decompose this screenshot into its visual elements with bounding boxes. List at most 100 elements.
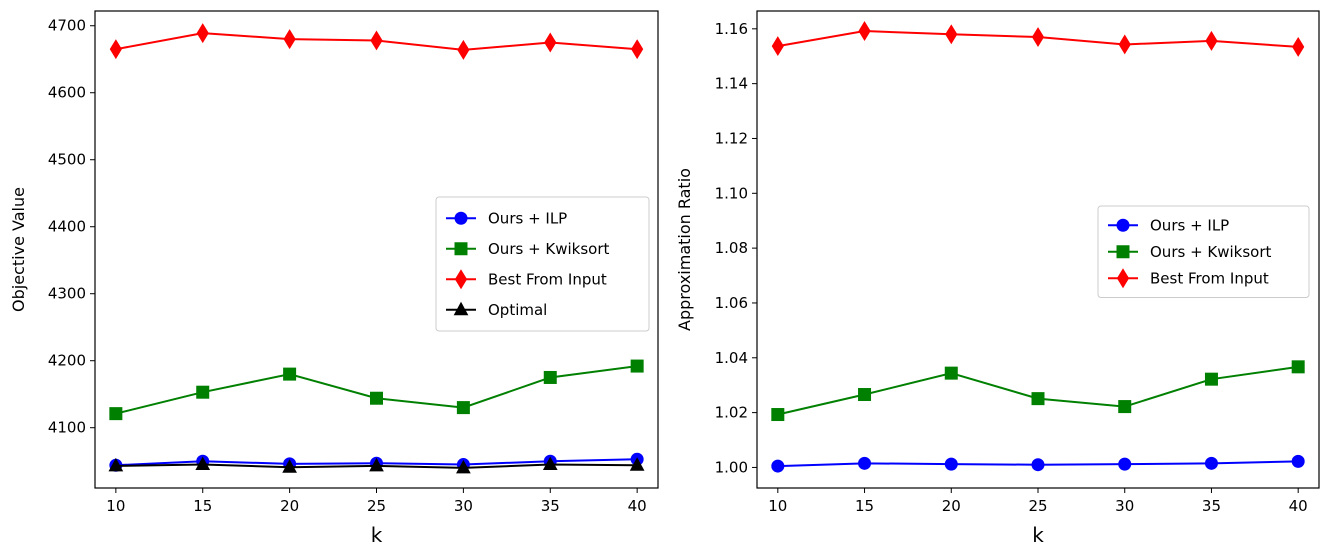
series-best-from-input	[109, 23, 644, 60]
data-point	[544, 32, 557, 53]
series-ours-kwiksort	[771, 360, 1305, 422]
x-tick-label: 10	[106, 497, 125, 515]
legend-label: Best From Input	[1150, 269, 1269, 287]
data-point	[631, 39, 644, 60]
data-point	[629, 457, 645, 471]
legend-entry: Ours + Kwiksort	[1108, 243, 1272, 261]
y-axis-label: Objective Value	[9, 187, 28, 312]
data-point	[457, 39, 470, 60]
y-tick-label: 1.00	[715, 458, 748, 476]
y-tick-label: 4300	[48, 285, 86, 303]
data-point	[944, 366, 958, 380]
x-tick-label: 25	[1028, 497, 1047, 515]
x-tick-label: 20	[280, 497, 299, 515]
y-tick-label: 4600	[48, 84, 86, 102]
legend-marker	[454, 242, 468, 256]
x-tick-label: 15	[193, 497, 212, 515]
data-point	[1291, 360, 1305, 374]
y-tick-label: 4700	[48, 17, 86, 35]
data-point	[1118, 34, 1131, 55]
series-ours-kwiksort	[109, 359, 644, 421]
data-point	[630, 359, 644, 373]
y-tick-label: 1.16	[715, 20, 748, 38]
x-tick-label: 30	[1115, 497, 1134, 515]
data-point	[945, 24, 958, 45]
legend: Ours + ILP Ours + Kwiksort Best From Input	[1097, 205, 1310, 298]
y-tick-label: 1.12	[715, 129, 748, 147]
data-point	[370, 391, 383, 405]
series-ours-ilp	[771, 454, 1305, 473]
data-point	[771, 36, 784, 57]
x-tick-label: 25	[367, 497, 386, 515]
legend: Ours + ILP Ours + Kwiksort Best From Input…	[435, 196, 650, 332]
legend-marker	[454, 211, 468, 225]
data-point	[858, 388, 872, 402]
legend-label: Ours + Kwiksort	[488, 240, 610, 258]
legend-label: Optimal	[488, 301, 547, 319]
y-tick-label: 1.14	[715, 75, 748, 93]
x-axis-label: k	[371, 523, 383, 547]
series-best-from-input	[771, 21, 1305, 57]
x-tick-label: 35	[1202, 497, 1221, 515]
legend-entry: Best From Input	[446, 269, 607, 290]
data-point	[369, 457, 384, 472]
data-point	[542, 456, 558, 471]
x-tick-label: 30	[454, 497, 473, 515]
legend-entry: Ours + Kwiksort	[446, 240, 610, 258]
x-tick-label: 35	[541, 497, 560, 515]
legend-marker	[1116, 245, 1130, 259]
data-point	[1118, 457, 1132, 471]
legend-entry: Ours + ILP	[1108, 216, 1229, 234]
x-axis-label: k	[1032, 523, 1044, 547]
y-tick-label: 1.10	[715, 184, 748, 202]
x-tick-label: 20	[942, 497, 961, 515]
data-point	[282, 459, 297, 473]
legend-entry: Best From Input	[1108, 268, 1269, 289]
x-tick-label: 15	[855, 497, 874, 515]
y-tick-label: 4400	[48, 218, 86, 236]
legend-box	[1097, 205, 1310, 298]
x-tick-label: 40	[1289, 497, 1308, 515]
data-point	[858, 21, 871, 41]
legend-label: Ours + ILP	[1150, 216, 1229, 234]
data-point	[109, 407, 123, 421]
y-tick-label: 4100	[48, 419, 86, 437]
data-point	[283, 367, 297, 381]
legend-marker	[454, 269, 468, 290]
objective-value-chart: 10 15 20 25 30 35 40 4100 4200 4300 4400 4500 4600 47…	[9, 10, 659, 547]
data-point	[1031, 392, 1045, 406]
data-point	[1118, 400, 1132, 414]
data-point	[370, 30, 383, 51]
approximation-ratio-chart: 10 15 20 25 30 35 40 1.00 1.02 1.04 1.06 1.08 1.10 1.…	[675, 10, 1320, 547]
data-point	[1291, 454, 1305, 468]
data-point	[858, 456, 872, 470]
series-line	[777, 365, 1299, 416]
data-point	[456, 459, 471, 474]
y-tick-label: 1.08	[715, 239, 748, 257]
legend-label: Ours + ILP	[488, 209, 567, 227]
y-axis-label: Approximation Ratio	[675, 168, 694, 331]
x-tick-label: 10	[768, 497, 787, 515]
data-point	[1031, 458, 1045, 472]
legend-label: Best From Input	[488, 270, 607, 288]
data-point	[109, 39, 122, 60]
data-point	[283, 29, 296, 50]
legend-entry: Optimal	[446, 301, 547, 319]
data-point	[196, 23, 209, 44]
data-point	[543, 370, 557, 384]
series-line	[115, 365, 638, 415]
data-point	[108, 457, 124, 472]
data-point	[456, 401, 470, 415]
y-tick-label: 1.02	[715, 404, 748, 422]
data-point	[771, 459, 785, 473]
data-point	[1031, 27, 1045, 48]
data-point	[1205, 30, 1218, 51]
y-tick-label: 1.04	[715, 349, 748, 367]
legend-marker	[453, 301, 469, 316]
data-point	[944, 457, 958, 471]
x-tick-label: 40	[628, 497, 647, 515]
data-point	[771, 408, 785, 422]
data-point	[195, 456, 211, 471]
y-tick-label: 4500	[48, 151, 86, 169]
